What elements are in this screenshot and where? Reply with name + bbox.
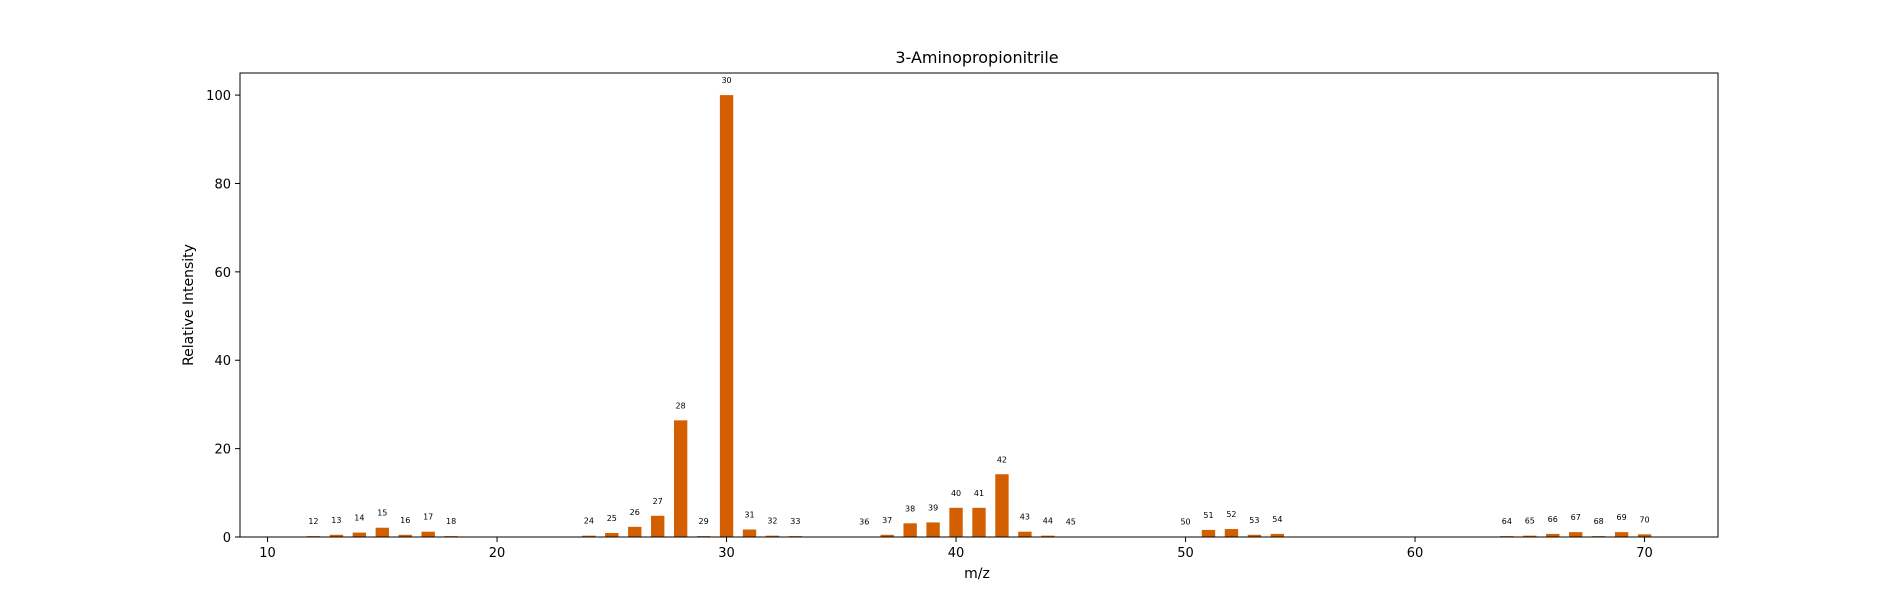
bar-mz-66: [1546, 533, 1560, 537]
x-axis: 10 20 30 40 50 60 70: [259, 537, 1653, 561]
x-tick-label-10: 10: [259, 546, 276, 561]
x-tick-label-40: 40: [948, 546, 965, 561]
bar-label-mz-32: 32: [767, 517, 777, 526]
bar-label-mz-38: 38: [905, 504, 915, 513]
bar-label-mz-31: 31: [744, 510, 754, 519]
y-axis-title: Relative Intensity: [181, 244, 197, 366]
bar-mz-54: [1270, 533, 1285, 537]
bar-label-mz-30: 30: [721, 76, 731, 85]
bar-label-mz-24: 24: [584, 517, 594, 526]
bar-mz-32: [765, 535, 780, 537]
bar-label-mz-67: 67: [1571, 513, 1581, 522]
bar-mz-52: [1224, 529, 1239, 537]
bar-mz-26: [628, 526, 642, 537]
y-tick-label-0: 0: [223, 531, 231, 546]
bar-mz-15: [375, 527, 389, 537]
bar-mz-25: [605, 533, 619, 537]
bar-label-mz-41: 41: [974, 489, 984, 498]
bar-mz-27: [651, 515, 665, 537]
bar-mz-16: [398, 534, 412, 537]
bar-mz-65: [1523, 535, 1537, 537]
bar-mz-40: [949, 507, 963, 537]
bar-mz-44: [1041, 535, 1055, 537]
bar-label-mz-25: 25: [607, 514, 617, 523]
bar-mz-24: [582, 535, 596, 537]
bar-mz-39: [926, 522, 940, 537]
bar-label-mz-15: 15: [377, 509, 387, 518]
bar-label-mz-36: 36: [859, 518, 869, 527]
y-tick-label-100: 100: [206, 89, 231, 104]
y-tick-label-40: 40: [214, 354, 231, 369]
x-axis-title: m/z: [964, 566, 990, 582]
bar-label-mz-26: 26: [630, 508, 640, 517]
bar-label-mz-33: 33: [790, 517, 800, 526]
bar-label-mz-29: 29: [699, 517, 709, 526]
bar-label-mz-64: 64: [1502, 517, 1512, 526]
bar-label-mz-45: 45: [1066, 518, 1076, 527]
bar-label-mz-65: 65: [1525, 517, 1535, 526]
bar-label-mz-69: 69: [1617, 513, 1627, 522]
bar-label-mz-39: 39: [928, 503, 938, 512]
bar-label-mz-14: 14: [354, 514, 364, 523]
bar-mz-43: [1018, 531, 1032, 537]
bar-mz-37: [880, 534, 894, 537]
bar-label-mz-40: 40: [951, 489, 961, 498]
bar-mz-41: [972, 507, 986, 537]
y-tick-label-80: 80: [214, 177, 231, 192]
bar-label-mz-28: 28: [676, 401, 686, 410]
bar-mz-53: [1247, 534, 1262, 537]
x-tick-label-70: 70: [1636, 546, 1653, 561]
bar-labels-group: 12 13 14 15 16 17 18 24 25 26 27 28 29 30 31 32 33 36 37 38…: [308, 76, 1649, 526]
bar-label-mz-12: 12: [308, 517, 318, 526]
bar-mz-42: [995, 474, 1009, 537]
bar-label-mz-50: 50: [1180, 518, 1190, 527]
bar-label-mz-27: 27: [653, 497, 663, 506]
bar-label-mz-54: 54: [1272, 515, 1282, 524]
bar-mz-17: [421, 531, 435, 537]
x-tick-label-50: 50: [1177, 546, 1194, 561]
bar-label-mz-53: 53: [1249, 516, 1259, 525]
bar-label-mz-13: 13: [331, 516, 341, 525]
bar-mz-30: [719, 95, 734, 537]
bar-label-mz-43: 43: [1020, 513, 1030, 522]
y-tick-label-20: 20: [214, 443, 231, 458]
bar-label-mz-52: 52: [1226, 510, 1236, 519]
x-tick-label-20: 20: [489, 546, 506, 561]
x-tick-label-60: 60: [1407, 546, 1424, 561]
bar-label-mz-68: 68: [1594, 517, 1604, 526]
bar-mz-69: [1614, 532, 1629, 537]
bar-label-mz-17: 17: [423, 513, 433, 522]
y-axis: 0 20 40 60 80 100: [206, 89, 240, 546]
bar-mz-31: [742, 529, 757, 537]
bar-label-mz-51: 51: [1203, 511, 1213, 520]
bar-mz-67: [1569, 532, 1583, 537]
bar-label-mz-37: 37: [882, 516, 892, 525]
bar-mz-28: [673, 420, 688, 537]
bar-label-mz-18: 18: [446, 517, 456, 526]
x-tick-label-30: 30: [718, 546, 735, 561]
bar-label-mz-44: 44: [1043, 517, 1053, 526]
chart-title: 3-Aminopropionitrile: [895, 48, 1058, 67]
y-tick-label-60: 60: [214, 266, 231, 281]
bar-mz-13: [329, 534, 344, 537]
bar-label-mz-42: 42: [997, 455, 1007, 464]
bar-mz-70: [1637, 534, 1652, 537]
plot-frame: [239, 72, 1719, 538]
bar-label-mz-70: 70: [1639, 515, 1649, 524]
bar-mz-51: [1201, 529, 1216, 537]
bar-label-mz-16: 16: [400, 516, 410, 525]
bar-label-mz-66: 66: [1548, 515, 1558, 524]
bar-mz-38: [903, 523, 917, 537]
bar-mz-14: [352, 532, 367, 537]
